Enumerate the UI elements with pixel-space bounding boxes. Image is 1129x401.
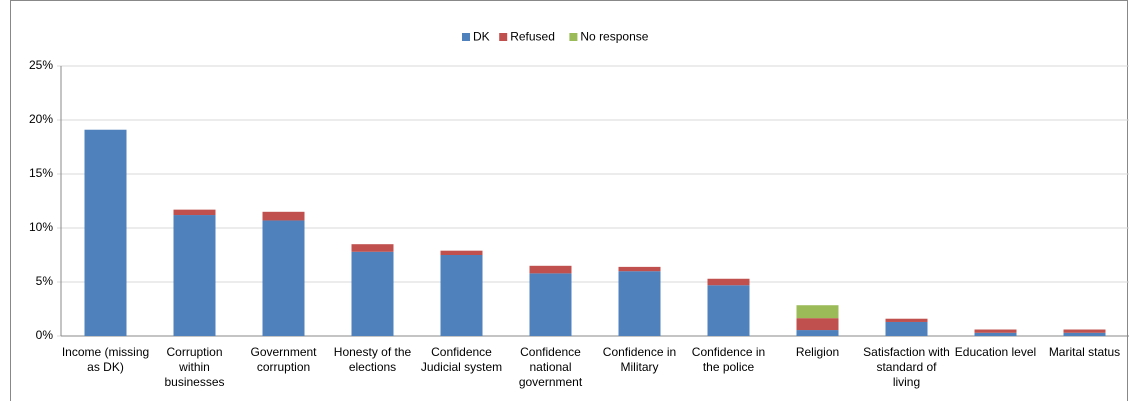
bar-segment (351, 251, 394, 336)
y-tick-label: 15% (29, 166, 53, 180)
y-tick-label: 10% (29, 220, 53, 234)
x-tick-label: Religion (795, 345, 840, 359)
legend-swatch (569, 33, 578, 41)
bar-segment (796, 330, 839, 336)
chart-frame (10, 0, 1128, 401)
bar-segment (707, 285, 750, 336)
bar-segment (173, 215, 216, 336)
bar-segment (1063, 332, 1106, 336)
x-tick-label: Education level (954, 345, 1037, 359)
x-tick-label: Government corruption (250, 345, 317, 374)
bar-segment (618, 266, 661, 272)
x-tick-label: Confidence Judicial system (420, 345, 503, 374)
y-tick-label: 5% (36, 274, 54, 288)
bar-segment (529, 273, 572, 336)
bar-segment (262, 220, 305, 336)
bar-segment (885, 318, 928, 322)
x-tick-label: Confidence in Military (602, 345, 677, 374)
bar-segment (974, 332, 1017, 336)
legend-swatch (499, 33, 508, 41)
bar-segment (351, 244, 394, 252)
y-tick-label: 0% (36, 328, 54, 342)
bar-segment (440, 255, 483, 336)
legend-label: DK (473, 30, 490, 44)
bar-segment (974, 329, 1017, 333)
y-tick-label: 25% (29, 58, 53, 72)
x-tick-label: Income (missing as DK) (61, 345, 150, 374)
x-tick-label: Confidence national government (518, 345, 583, 389)
bar-segment (1063, 329, 1106, 333)
bar-segment (440, 250, 483, 255)
bar-segment (262, 211, 305, 221)
x-tick-label: Confidence in the police (691, 345, 766, 374)
bar-segment (529, 265, 572, 274)
bar-segment (796, 318, 839, 331)
x-tick-label: Corruption within businesses (164, 345, 225, 389)
x-tick-label: Marital status (1048, 345, 1121, 359)
bar-segment (796, 305, 839, 319)
bar-segment (707, 278, 750, 286)
y-tick-label: 20% (29, 112, 53, 126)
x-tick-label: Honesty of the elections (333, 345, 412, 374)
x-tick-label: Satisfaction with standard of living (863, 345, 950, 389)
bar-segment (173, 209, 216, 216)
bar-segment (618, 271, 661, 336)
legend-label: Refused (510, 30, 555, 44)
bar-segment (84, 129, 127, 336)
legend-swatch (462, 33, 470, 41)
legend-label: No response (580, 30, 648, 44)
bar-segment (885, 321, 928, 336)
